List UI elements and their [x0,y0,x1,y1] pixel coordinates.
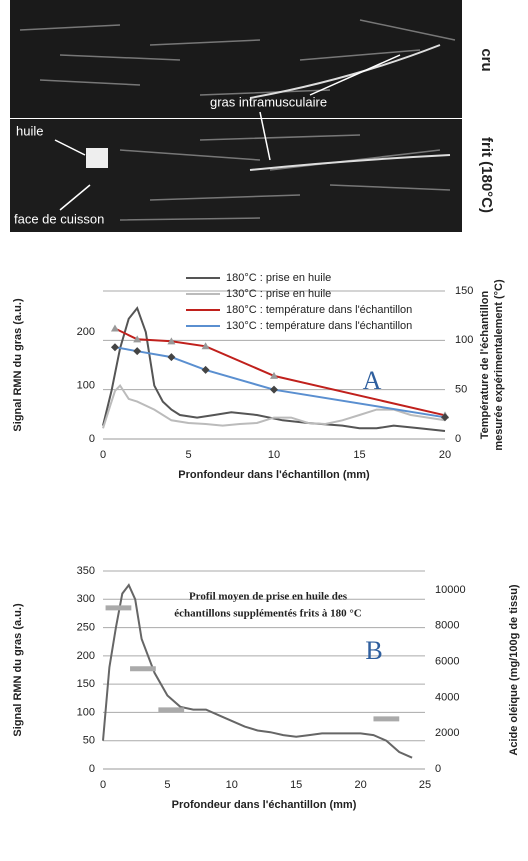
annotation: échantillons supplémentés frits à 180 °C [174,608,361,620]
image-annotation: huile [16,123,43,138]
legend-label: 180°C : température dans l'échantillon [226,304,412,316]
mri-fried [10,119,462,232]
x-tick-label: 15 [290,779,302,791]
x-tick-label: 10 [268,449,280,461]
data-marker [201,342,210,350]
series-line [114,327,446,417]
arrows [54,54,401,211]
x-tick-label: 0 [100,779,106,791]
y2-tick-label: 4000 [435,691,459,703]
data-marker [270,371,278,379]
series-line [102,306,446,432]
x-axis-label: Profondeur dans l'échantillon (mm) [172,799,357,811]
y-tick-label: 100 [77,379,95,391]
y-tick-label: 150 [77,678,95,690]
fat-streak [249,44,441,99]
annotation: Profil moyen de prise en huile des [189,591,348,603]
row-label: cru [478,48,495,71]
y-axis-label: Signal RMN du gras (a.u.) [12,298,24,432]
legend-label: 130°C : prise en huile [226,288,331,300]
y2-axis-label: Acide oléique (mg/100g de tissu) [508,584,520,755]
y-tick-label: 250 [77,621,95,633]
data-marker [110,343,119,352]
y-tick-label: 200 [77,326,95,338]
y2-tick-label: 8000 [435,620,459,632]
oil-spot [86,148,108,168]
legend-label: 180°C : prise en huile [226,272,331,284]
y2-axis-label: mesurée expérimentalement (°C) [493,279,505,451]
y2-tick-label: 150 [455,285,473,297]
y-axis-label: Signal RMN du gras (a.u.) [12,603,24,737]
row-label: frit (180°C) [478,137,495,213]
x-tick-label: 0 [100,449,106,461]
y-tick-label: 0 [89,763,95,775]
annotation: B [365,636,382,665]
y2-axis-label: Température de l'échantillon [479,290,491,439]
image-annotation: face de cuisson [14,211,104,226]
mri-raw [10,0,462,118]
x-axis-label: Pronfondeur dans l'échantillon (mm) [178,469,370,481]
y2-tick-label: 10000 [435,584,466,596]
annotation: A [363,366,382,395]
data-marker [167,353,176,362]
data-marker [167,337,176,345]
y2-tick-label: 0 [455,433,461,445]
y2-tick-label: 2000 [435,727,459,739]
x-tick-label: 5 [164,779,170,791]
data-marker [133,347,142,356]
y-tick-label: 0 [89,433,95,445]
series-line [102,583,413,759]
data-marker [133,335,142,343]
x-tick-label: 15 [353,449,365,461]
data-marker [270,385,278,394]
series-line [102,383,446,429]
legend-label: 130°C : température dans l'échantillon [226,320,412,332]
x-tick-label: 20 [354,779,366,791]
data-marker [441,413,449,422]
x-tick-label: 5 [185,449,191,461]
fat-streak [249,154,451,171]
y-tick-label: 100 [77,706,95,718]
y2-tick-label: 0 [435,763,441,775]
y-tick-label: 50 [83,735,95,747]
y-tick-label: 300 [77,593,95,605]
series-line [114,346,446,419]
data-marker [201,365,210,374]
y-tick-label: 350 [77,565,95,577]
y2-tick-label: 100 [455,334,473,346]
data-marker [110,324,119,332]
x-tick-label: 20 [439,449,451,461]
image-annotation: gras intramusculaire [210,94,327,109]
y2-tick-label: 6000 [435,655,459,667]
x-tick-label: 25 [419,779,431,791]
y2-tick-label: 50 [455,384,467,396]
x-tick-label: 10 [226,779,238,791]
y-tick-label: 200 [77,650,95,662]
